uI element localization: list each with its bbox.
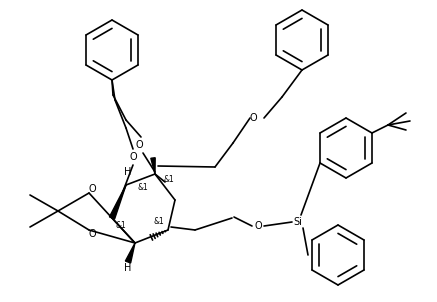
Text: &1: &1 [163,175,174,185]
Text: O: O [129,152,137,162]
Text: &1: &1 [138,184,149,192]
Text: H: H [124,167,132,177]
Text: &1: &1 [153,217,164,226]
Text: O: O [88,184,96,194]
Text: Si: Si [294,217,302,227]
Text: O: O [250,113,257,123]
Text: O: O [135,140,143,150]
Text: &1: &1 [116,221,127,230]
Text: O: O [88,229,96,239]
Polygon shape [109,185,126,219]
Polygon shape [125,243,135,263]
Polygon shape [151,158,155,174]
Text: H: H [124,263,132,273]
Text: O: O [254,221,262,231]
